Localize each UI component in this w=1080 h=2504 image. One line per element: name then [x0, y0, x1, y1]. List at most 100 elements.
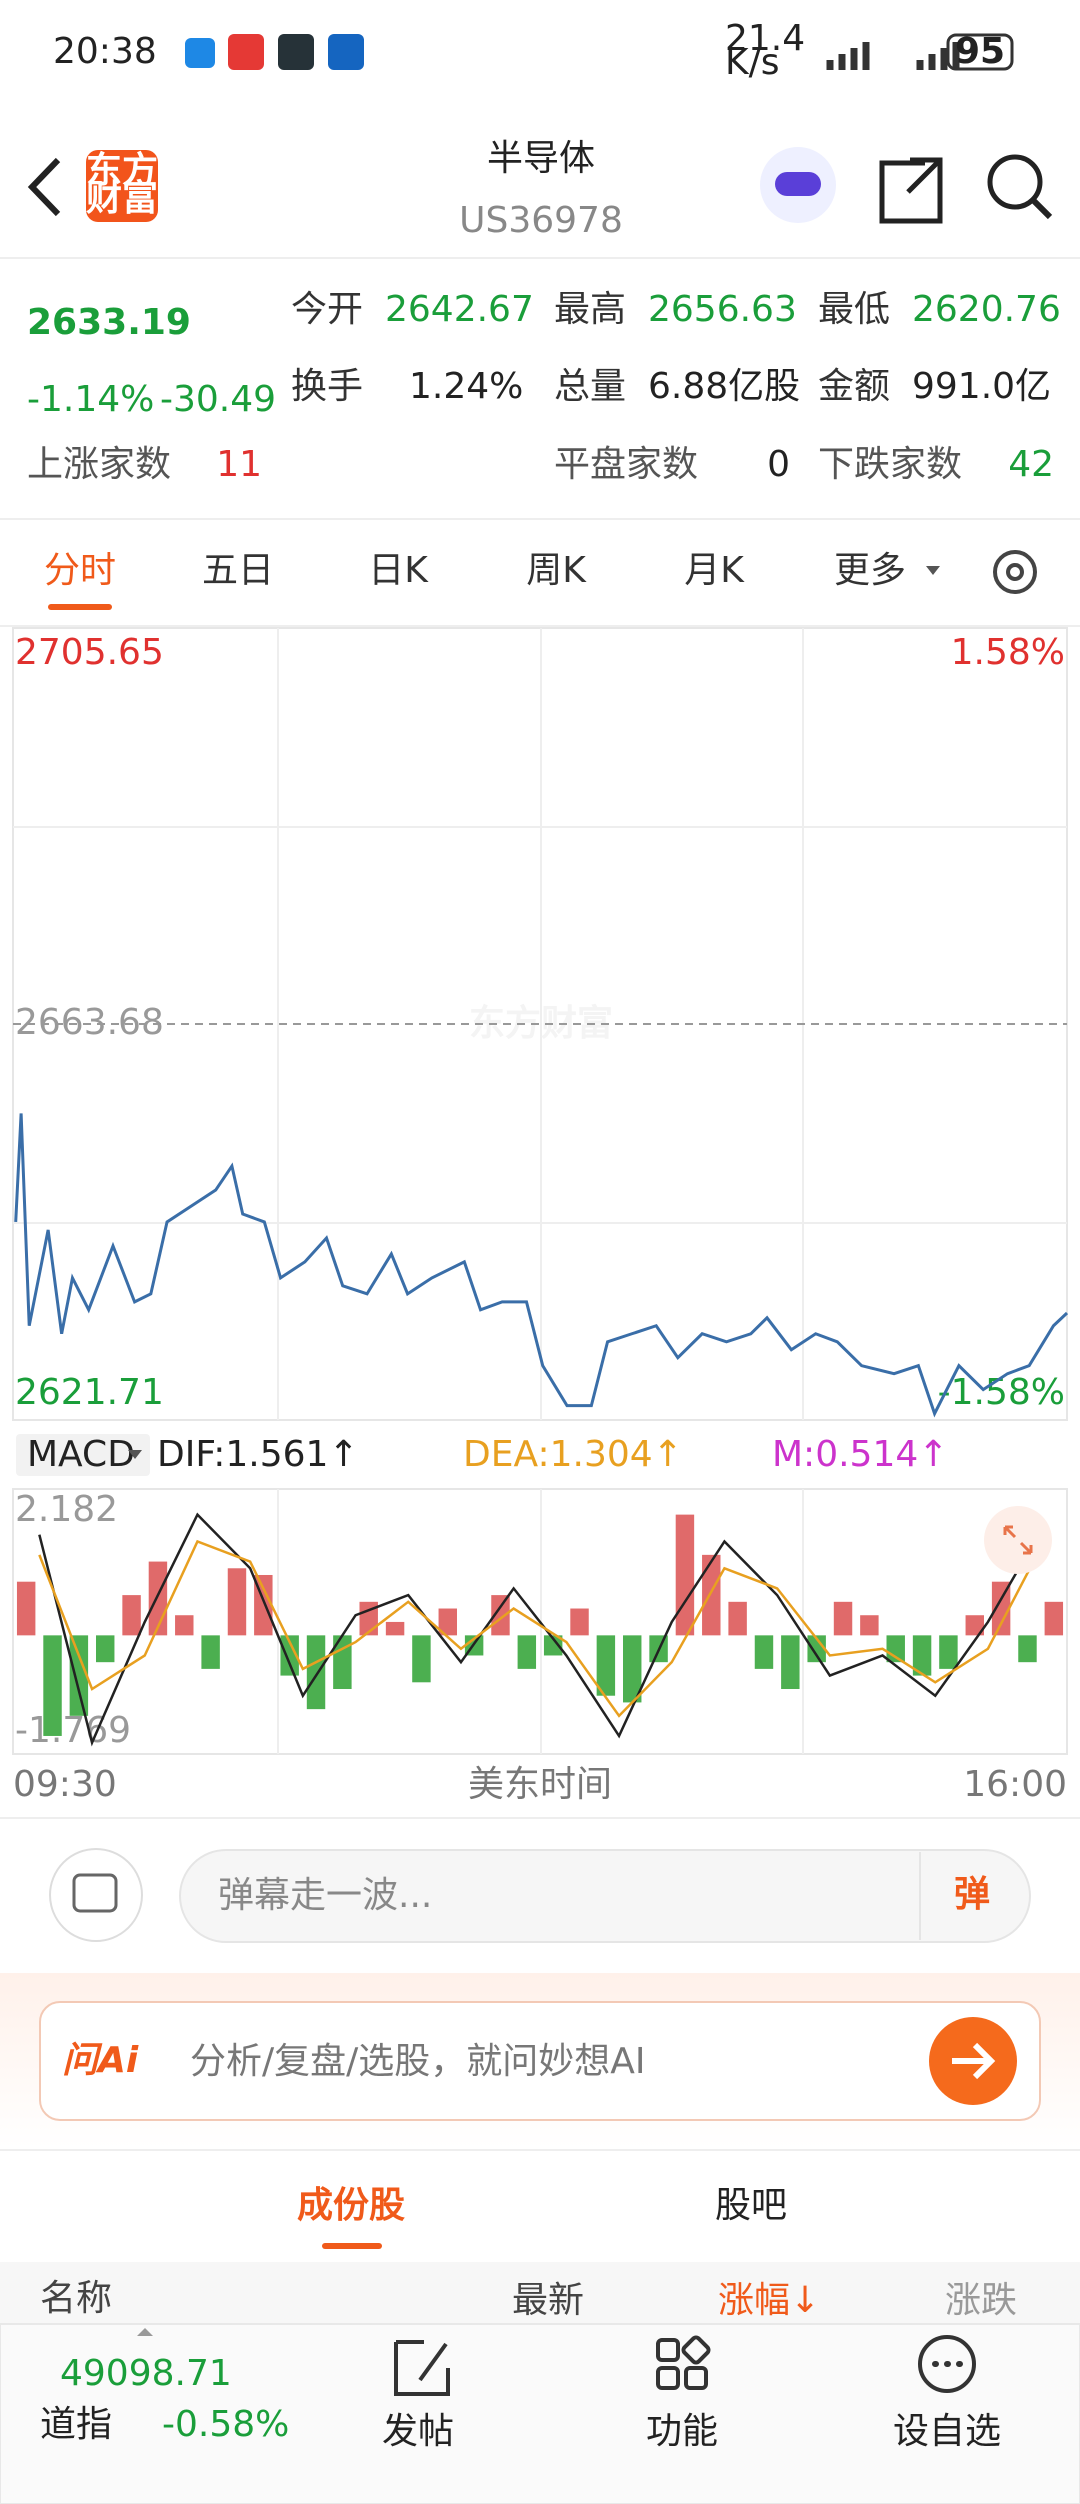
indicator-name[interactable]: MACD [27, 1434, 135, 1475]
macd-bar [412, 1635, 431, 1683]
nav-item[interactable]: 设自选 [893, 2411, 1001, 2452]
arrow-icon [952, 2042, 996, 2080]
macd-bar [333, 1635, 352, 1690]
tab-underline [322, 2243, 382, 2249]
macd-bar [227, 1568, 247, 1636]
macd-line [38, 1539, 1042, 1718]
y-tick-label: 2663.68 [15, 1002, 164, 1043]
ai-placeholder: 分析/复盘/选股，就问妙想AI [190, 2041, 646, 2082]
tab[interactable]: 周K [526, 550, 587, 591]
macd-bar [1044, 1601, 1064, 1636]
stat-value: 2620.76 [912, 289, 1061, 330]
nav-item[interactable]: 功能 [646, 2411, 718, 2452]
expand-button[interactable] [984, 1506, 1052, 1574]
tab[interactable]: 五日 [202, 550, 274, 591]
y-tick-label: -1.769 [15, 1710, 131, 1751]
macd-bar [991, 1581, 1011, 1636]
tab[interactable]: 月K [684, 550, 745, 591]
battery [946, 33, 1014, 71]
logo-text: 东方 [86, 150, 158, 191]
macd-chart: DIF:1.561↑ DEA:1.304↑ M:0.514↑ 2.182 -1.769 [15, 1434, 1064, 1751]
column-header[interactable]: 名称 [40, 2278, 112, 2319]
macd-bar [702, 1554, 721, 1636]
macd-bar [385, 1621, 405, 1636]
list-tab[interactable]: 股吧 [715, 2185, 787, 2226]
settings-icon[interactable] [993, 550, 1037, 594]
tabs: 分时 五日 日K 周K 月K 更多 [44, 550, 1037, 610]
stat-label: 最低 [818, 289, 890, 330]
dropdown-icon [128, 1450, 142, 1459]
function-icon [656, 2335, 711, 2390]
macd-bar [175, 1615, 194, 1636]
back-button[interactable] [27, 157, 61, 217]
macd-bar [965, 1615, 984, 1636]
column-header[interactable]: 最新 [512, 2280, 584, 2321]
bottom-nav [0, 2323, 1080, 2504]
breadth-value: 0 [767, 444, 790, 485]
tab[interactable]: 分时 [44, 550, 116, 591]
net-speed: 21.4 [725, 18, 805, 59]
ai-brand: 问Ai [62, 2040, 139, 2081]
stat-value: 991.0亿 [912, 366, 1051, 407]
macd-bar [1018, 1635, 1037, 1663]
x-tick-label: 16:00 [963, 1764, 1067, 1805]
share-icon[interactable] [879, 157, 943, 224]
status-time: 20:38 [53, 31, 157, 72]
macd-bar [280, 1635, 299, 1676]
macd-bar [201, 1635, 220, 1669]
macd-bar [517, 1635, 537, 1669]
comment-placeholder: 弹幕走一波... [218, 1875, 432, 1916]
breadth-label: 上涨家数 [27, 444, 171, 485]
y2-tick-label: 1.58% [951, 632, 1065, 673]
x-tick-label: 09:30 [13, 1764, 117, 1805]
danmaku-settings[interactable] [49, 1848, 143, 1942]
macd-bar [438, 1608, 457, 1636]
x-axis-label: 美东时间 [468, 1764, 612, 1805]
macd-bar [596, 1635, 616, 1696]
breadth-label: 下跌家数 [818, 444, 962, 485]
change-pct: -1.14% [27, 379, 154, 420]
macd-bar [16, 1581, 36, 1636]
comment-input[interactable] [179, 1849, 1031, 1943]
table-header [0, 2262, 1080, 2324]
y-tick-label: 2.182 [15, 1489, 118, 1530]
indicator-select[interactable] [16, 1434, 150, 1476]
search-icon[interactable] [987, 154, 1043, 210]
breadth-label: 平盘家数 [554, 444, 698, 485]
column-header[interactable]: 涨跌 [945, 2280, 1017, 2321]
index-name[interactable]: 道指 [40, 2404, 112, 2445]
stat-value: 2656.63 [648, 289, 797, 330]
app-icon [328, 34, 364, 70]
app-icon [228, 34, 264, 70]
macd-bar [728, 1601, 747, 1636]
macd-bar [96, 1635, 115, 1663]
battery-level: 95 [955, 31, 1005, 72]
macd-bar [675, 1514, 695, 1636]
logo [86, 150, 158, 222]
macd-bar [807, 1635, 826, 1663]
search-handle [1030, 197, 1053, 220]
tab[interactable]: 更多 [834, 550, 906, 591]
net-speed-unit: K/s [725, 42, 780, 83]
list-tab[interactable]: 成份股 [297, 2185, 405, 2226]
stat-value: 2642.67 [385, 289, 534, 330]
ai-input[interactable] [39, 2001, 1041, 2121]
index-value[interactable]: 49098.71 [60, 2353, 232, 2394]
nav-item[interactable]: 发帖 [382, 2411, 454, 2452]
y-tick-label: 2705.65 [15, 632, 164, 673]
breadth-value: 42 [1008, 444, 1054, 485]
index-change[interactable]: -0.58% [162, 2404, 289, 2445]
expand-icon [1003, 1525, 1033, 1555]
macd-bar [860, 1615, 879, 1636]
app-icon [278, 34, 314, 70]
legend-entry: DIF:1.561↑ [157, 1434, 359, 1475]
macd-bar [570, 1608, 589, 1636]
macd-bar [543, 1635, 563, 1656]
stat-value: 6.88亿股 [648, 366, 800, 407]
price: 2633.19 [27, 302, 191, 343]
tab[interactable]: 日K [368, 550, 429, 591]
macd-bar [623, 1635, 642, 1703]
column-header[interactable]: 涨幅↓ [718, 2280, 820, 2321]
danmaku-button[interactable]: 弹 [954, 1874, 990, 1915]
